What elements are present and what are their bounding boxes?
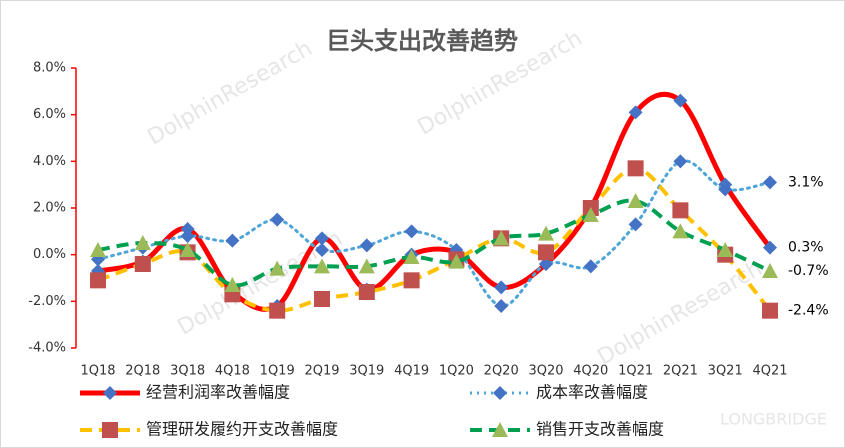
marker: [403, 272, 420, 289]
marker: [672, 202, 689, 219]
series-line: [97, 166, 772, 313]
legend-label: 管理研发履约开支改善幅度: [146, 420, 338, 439]
x-tick-label: 1Q19: [260, 364, 295, 379]
marker: [763, 175, 777, 190]
marker: [90, 242, 106, 257]
legend-marker: [493, 386, 507, 400]
y-tick-label: 8.0%: [33, 61, 66, 76]
marker: [314, 258, 330, 274]
marker: [493, 230, 510, 246]
series-line: [97, 198, 771, 288]
x-tick-label: 2Q19: [304, 364, 339, 379]
legend-label: 经营利润率改善幅度: [146, 383, 290, 402]
y-tick-label: -2.0%: [28, 294, 66, 309]
marker: [763, 240, 777, 255]
value-label: -2.4%: [788, 303, 829, 319]
watermark: LONGBRIDGE: [720, 410, 827, 429]
marker: [315, 243, 329, 257]
x-tick-label: 4Q20: [573, 364, 608, 379]
marker: [359, 238, 374, 253]
y-tick-label: 6.0%: [33, 107, 66, 122]
marker: [717, 242, 734, 257]
x-tick-label: 3Q18: [170, 364, 205, 379]
marker: [269, 260, 286, 276]
marker: [538, 244, 554, 261]
y-tick-label: 2.0%: [33, 201, 66, 216]
marker: [90, 272, 106, 289]
x-tick-label: 2Q20: [484, 364, 519, 379]
marker: [448, 253, 465, 269]
marker: [673, 154, 688, 169]
value-label: 0.3%: [788, 240, 824, 256]
x-tick-label: 3Q19: [349, 364, 384, 379]
marker: [673, 93, 688, 108]
marker: [404, 224, 419, 239]
marker: [91, 252, 105, 267]
legend-label: 销售开支改善幅度: [536, 420, 664, 439]
marker: [582, 207, 599, 222]
marker: [539, 257, 553, 271]
x-tick-label: 3Q21: [708, 364, 743, 379]
marker: [315, 231, 329, 246]
legend-label: 成本率改善幅度: [536, 383, 648, 402]
x-tick-label: 2Q21: [663, 364, 698, 379]
marker: [358, 284, 375, 300]
x-tick-label: 3Q20: [528, 364, 563, 379]
marker: [134, 235, 151, 250]
legend-marker: [103, 386, 117, 400]
marker: [672, 223, 689, 239]
marker: [583, 259, 598, 274]
marker: [179, 242, 196, 257]
marker: [628, 105, 643, 120]
marker: [314, 291, 330, 307]
marker: [628, 217, 643, 232]
x-tick-label: 4Q18: [215, 364, 250, 379]
value-label: 3.1%: [788, 174, 824, 190]
marker: [494, 280, 509, 295]
y-tick-label: 0.0%: [33, 247, 66, 262]
x-tick-label: 1Q20: [439, 364, 474, 379]
marker: [269, 302, 286, 319]
legend-marker: [102, 422, 118, 438]
marker: [627, 160, 644, 177]
x-tick-label: 1Q21: [618, 364, 653, 379]
marker: [762, 263, 778, 278]
x-tick-label: 4Q21: [752, 364, 787, 379]
y-tick-label: 4.0%: [33, 154, 66, 169]
marker: [494, 299, 509, 313]
marker: [403, 249, 420, 264]
y-tick-label: -4.0%: [28, 341, 66, 356]
marker: [627, 193, 644, 208]
marker: [224, 277, 241, 292]
value-label: -0.7%: [788, 263, 829, 279]
marker: [358, 258, 375, 274]
marker: [718, 182, 733, 197]
series-line: [97, 91, 773, 312]
marker: [225, 233, 240, 248]
marker: [762, 302, 778, 319]
legend-marker: [492, 422, 508, 437]
chart-title: 巨头支出改善趋势: [326, 27, 518, 55]
marker: [270, 212, 285, 227]
marker: [538, 225, 554, 241]
marker: [134, 256, 151, 272]
series-line: [96, 159, 772, 308]
x-tick-label: 4Q19: [394, 364, 429, 379]
x-tick-label: 2Q18: [125, 364, 160, 379]
marker: [180, 229, 195, 243]
x-tick-label: 1Q18: [80, 364, 115, 379]
